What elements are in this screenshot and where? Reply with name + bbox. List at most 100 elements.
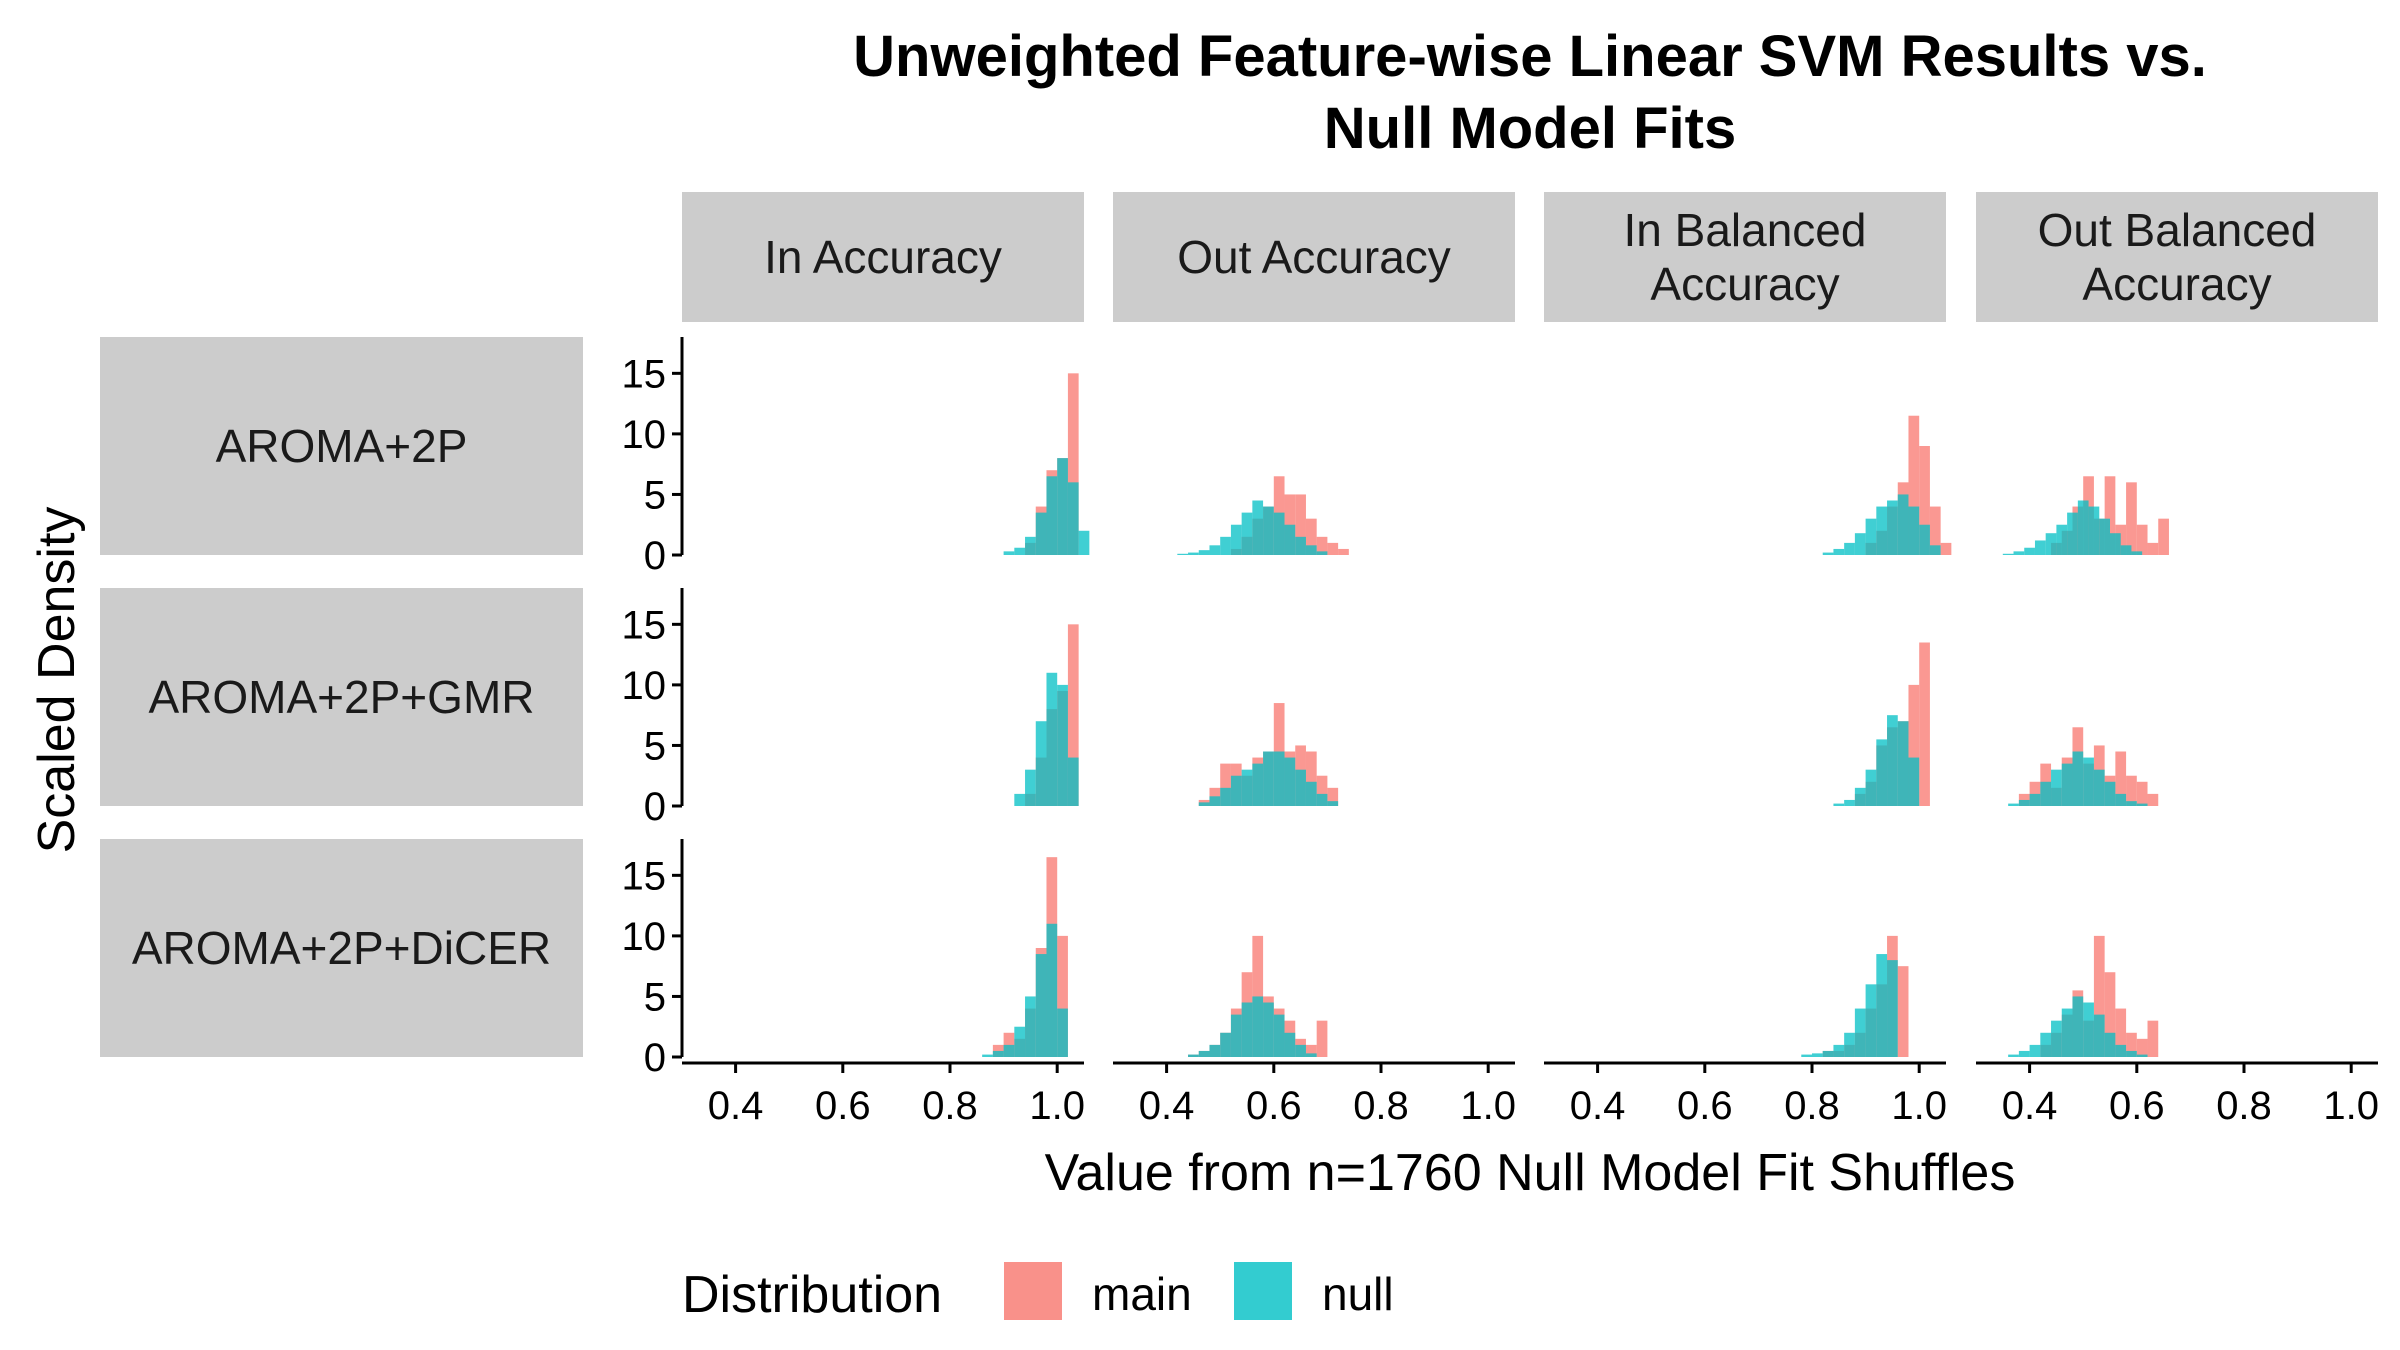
x-tick-label: 1.0 [2323,1084,2379,1128]
column-strip-label: Accuracy [1650,258,1839,310]
x-tick-label: 0.4 [708,1084,764,1128]
main-bar [2115,524,2127,555]
panel-r0-c2 [1822,415,1952,555]
null-bar [1327,801,1339,806]
null-bar [1003,1044,1015,1057]
null-bar [1252,996,1264,1057]
row-strip-label: AROMA+2P [216,420,468,472]
main-bar [2115,1008,2127,1057]
null-bar [1067,482,1079,555]
main-bar [2136,1038,2148,1057]
column-strip-label: In Accuracy [764,231,1002,283]
panel-r2-c1 [1188,935,1328,1057]
null-bar [2024,547,2035,555]
null-bar [1220,536,1231,555]
main-bar [2126,1032,2137,1057]
null-bar [1209,796,1221,806]
null-bar [1241,512,1253,555]
null-bar [1897,721,1909,806]
main-bar [1929,506,1941,555]
null-bar [2013,551,2025,555]
null-bar [1046,923,1058,1057]
column-strip-label: Accuracy [2082,258,2271,310]
legend-key-main [1004,1262,1062,1320]
legend-label-main: main [1092,1268,1192,1320]
x-tick-label: 1.0 [1460,1084,1516,1128]
main-bar [1897,966,1909,1057]
null-bar [1241,1002,1253,1057]
main-bar [1338,548,1349,555]
null-bar [2126,801,2137,806]
null-bar [2029,793,2041,806]
column-strip-in_bal [1544,192,1946,322]
null-bar [2104,1032,2116,1057]
chart-title-line-1: Unweighted Feature-wise Linear SVM Resul… [853,24,2207,89]
legend: Distribution main null [682,1262,1394,1324]
null-bar [1188,1054,1199,1057]
row-strip [100,337,583,555]
null-bar [1263,751,1274,806]
null-bar [992,1050,1004,1057]
main-bar [2136,781,2148,806]
null-bar [2099,518,2110,555]
null-bar [1025,536,1036,555]
y-tick-label: 0 [644,1036,666,1080]
null-bar [1014,1026,1026,1057]
null-bar [1003,551,1015,555]
main-bar [2126,775,2137,806]
null-bar [2018,1050,2030,1057]
row-strip-label: AROMA+2P+DiCER [132,922,551,974]
null-bar [2072,996,2084,1057]
null-bar [2051,769,2062,806]
null-bar [1305,781,1317,806]
y-tick-label: 10 [622,915,667,959]
column-strip-label: In Balanced [1624,204,1867,256]
null-bar [1035,512,1047,555]
x-tick-label: 0.8 [922,1084,978,1128]
main-bar [1305,518,1317,555]
main-bar [2093,935,2105,1057]
null-bar [2056,524,2068,555]
null-bar [2029,1044,2041,1057]
x-tick-label: 1.0 [1891,1084,1947,1128]
null-bar [1865,518,1877,555]
main-bar [1295,494,1306,555]
legend-label-null: null [1322,1268,1394,1320]
null-bar [2126,1050,2137,1057]
null-bar [1284,524,1296,555]
null-bar [1025,996,1036,1057]
null-bar [1854,1008,1866,1057]
x-tick-label: 0.8 [1784,1084,1840,1128]
null-bar [1887,715,1898,806]
y-tick-label: 5 [644,975,666,1019]
null-bar [1057,684,1068,806]
x-tick-label: 0.8 [1353,1084,1409,1128]
main-bar [2126,482,2137,555]
x-tick-label: 0.6 [1677,1084,1733,1128]
panel-r0-c1 [1177,476,1349,555]
column-strip-label: Out Accuracy [1177,231,1451,283]
main-bar [2115,751,2127,806]
null-bar [2120,545,2132,555]
null-bar [2088,506,2100,555]
null-bar [2093,1014,2105,1057]
null-bar [1198,550,1210,555]
null-bar [1801,1054,1812,1057]
null-bar [1014,793,1026,806]
main-bar [1327,542,1339,555]
null-bar [1209,1044,1221,1057]
null-bar [1057,458,1068,555]
column-strip-out_acc [1113,192,1515,322]
null-bar [2067,512,2078,555]
main-bar [1908,415,1920,555]
main-bar [1067,624,1079,806]
chart-title-line-2: Null Model Fits [1324,96,1736,161]
null-bar [1316,551,1328,555]
y-axis-title: Scaled Density [28,507,86,854]
null-bar [1865,984,1877,1057]
null-bar [1295,769,1306,806]
x-tick-label: 0.4 [2002,1084,2058,1128]
main-bar [2104,972,2116,1057]
main-bar [1316,775,1328,806]
